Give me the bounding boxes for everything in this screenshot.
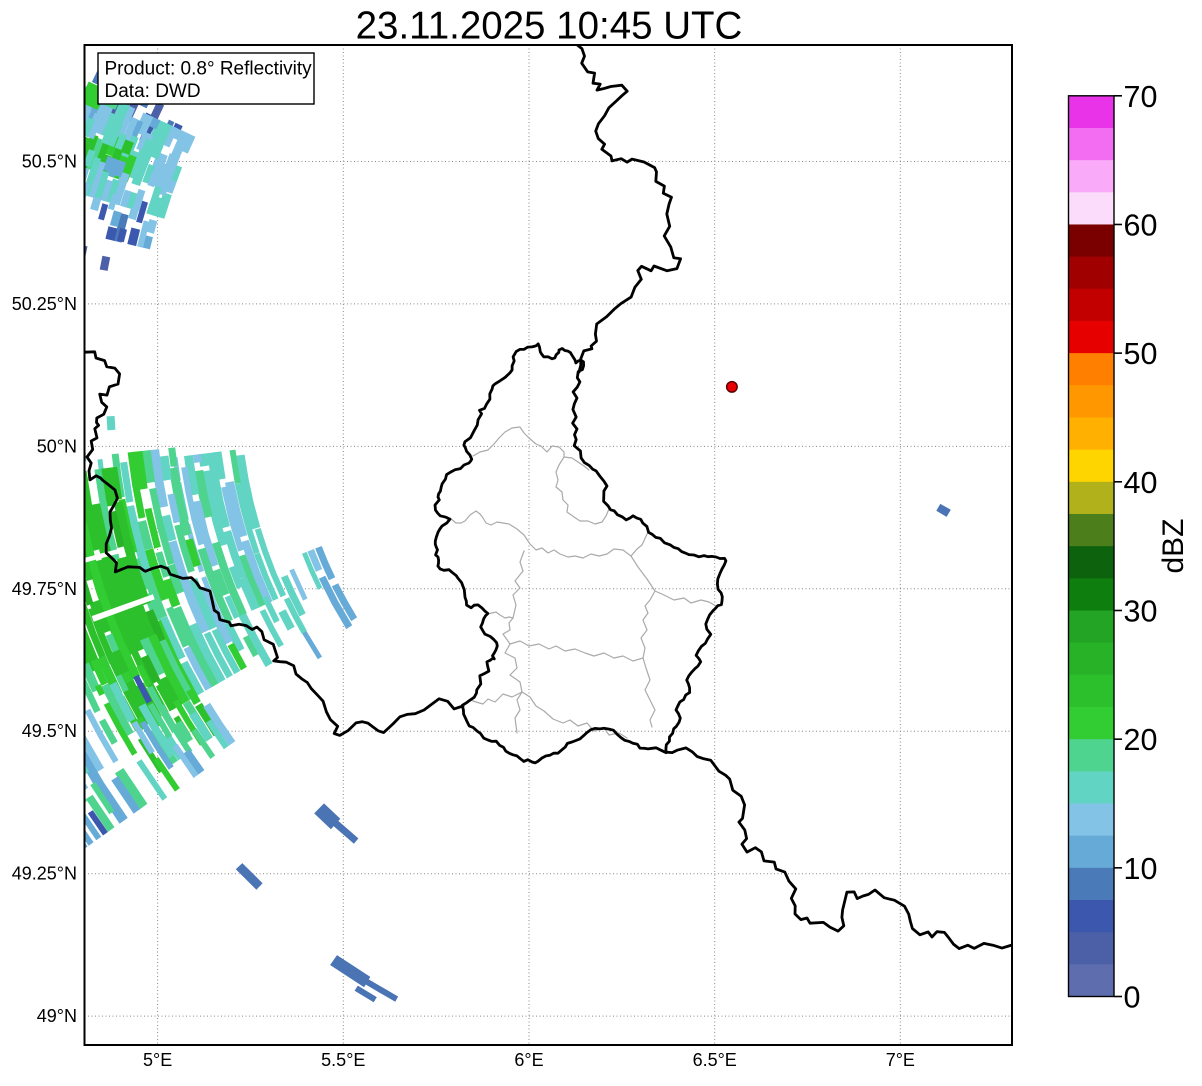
svg-text:49.75°N: 49.75°N: [12, 579, 77, 599]
svg-text:0: 0: [1124, 981, 1141, 1015]
svg-text:6.5°E: 6.5°E: [693, 1050, 737, 1070]
svg-text:70: 70: [1124, 80, 1158, 114]
svg-text:30: 30: [1124, 594, 1158, 628]
svg-text:60: 60: [1124, 208, 1158, 242]
svg-text:50.25°N: 50.25°N: [12, 294, 77, 314]
svg-text:6°E: 6°E: [514, 1050, 543, 1070]
svg-text:7°E: 7°E: [886, 1050, 915, 1070]
svg-text:dBZ: dBZ: [1157, 518, 1190, 573]
svg-text:49.25°N: 49.25°N: [12, 864, 77, 884]
svg-text:40: 40: [1124, 466, 1158, 500]
svg-text:23.11.2025 10:45 UTC: 23.11.2025 10:45 UTC: [356, 5, 743, 48]
svg-text:50: 50: [1124, 337, 1158, 371]
svg-text:Product: 0.8° Reflectivity: Product: 0.8° Reflectivity: [105, 59, 313, 80]
svg-text:50.5°N: 50.5°N: [22, 152, 77, 172]
svg-text:20: 20: [1124, 723, 1158, 757]
svg-text:50°N: 50°N: [37, 436, 77, 456]
svg-text:49.5°N: 49.5°N: [22, 721, 77, 741]
svg-text:5.5°E: 5.5°E: [321, 1050, 365, 1070]
svg-text:5°E: 5°E: [143, 1050, 172, 1070]
svg-text:Data: DWD: Data: DWD: [105, 81, 201, 102]
svg-text:49°N: 49°N: [37, 1006, 77, 1026]
svg-text:10: 10: [1124, 852, 1158, 886]
